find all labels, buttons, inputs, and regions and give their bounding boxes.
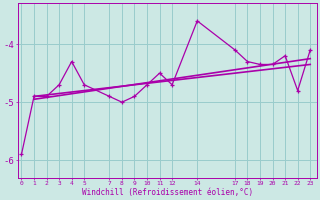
X-axis label: Windchill (Refroidissement éolien,°C): Windchill (Refroidissement éolien,°C) (82, 188, 253, 197)
